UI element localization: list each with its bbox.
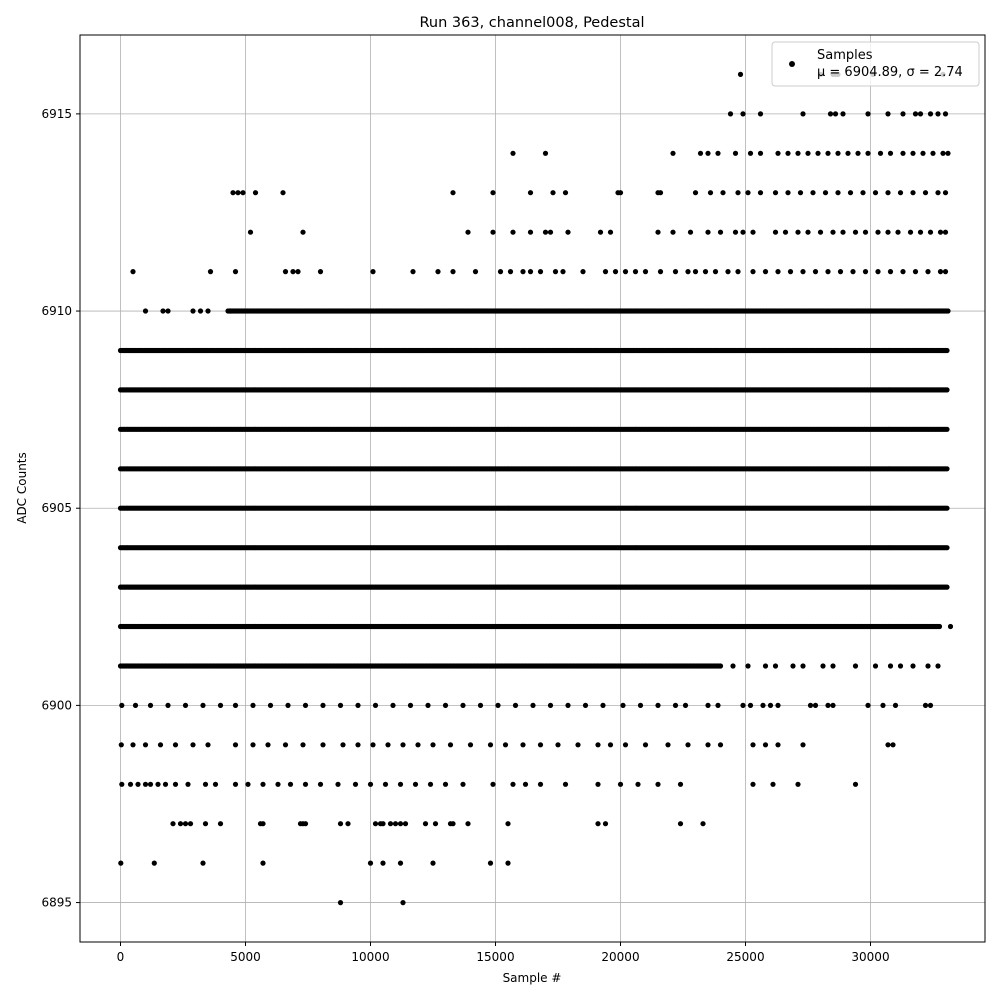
sample-point bbox=[944, 347, 950, 354]
sample-point bbox=[944, 426, 950, 432]
sample-point bbox=[717, 663, 724, 669]
sample-point bbox=[936, 623, 943, 630]
sample-point bbox=[944, 584, 950, 590]
data-points bbox=[117, 71, 954, 906]
sample-point bbox=[944, 387, 950, 393]
sample-point bbox=[944, 505, 950, 511]
chart-title: Run 363, channel008, Pedestal bbox=[419, 15, 644, 31]
sample-point bbox=[944, 466, 950, 472]
sample-point bbox=[944, 545, 950, 551]
